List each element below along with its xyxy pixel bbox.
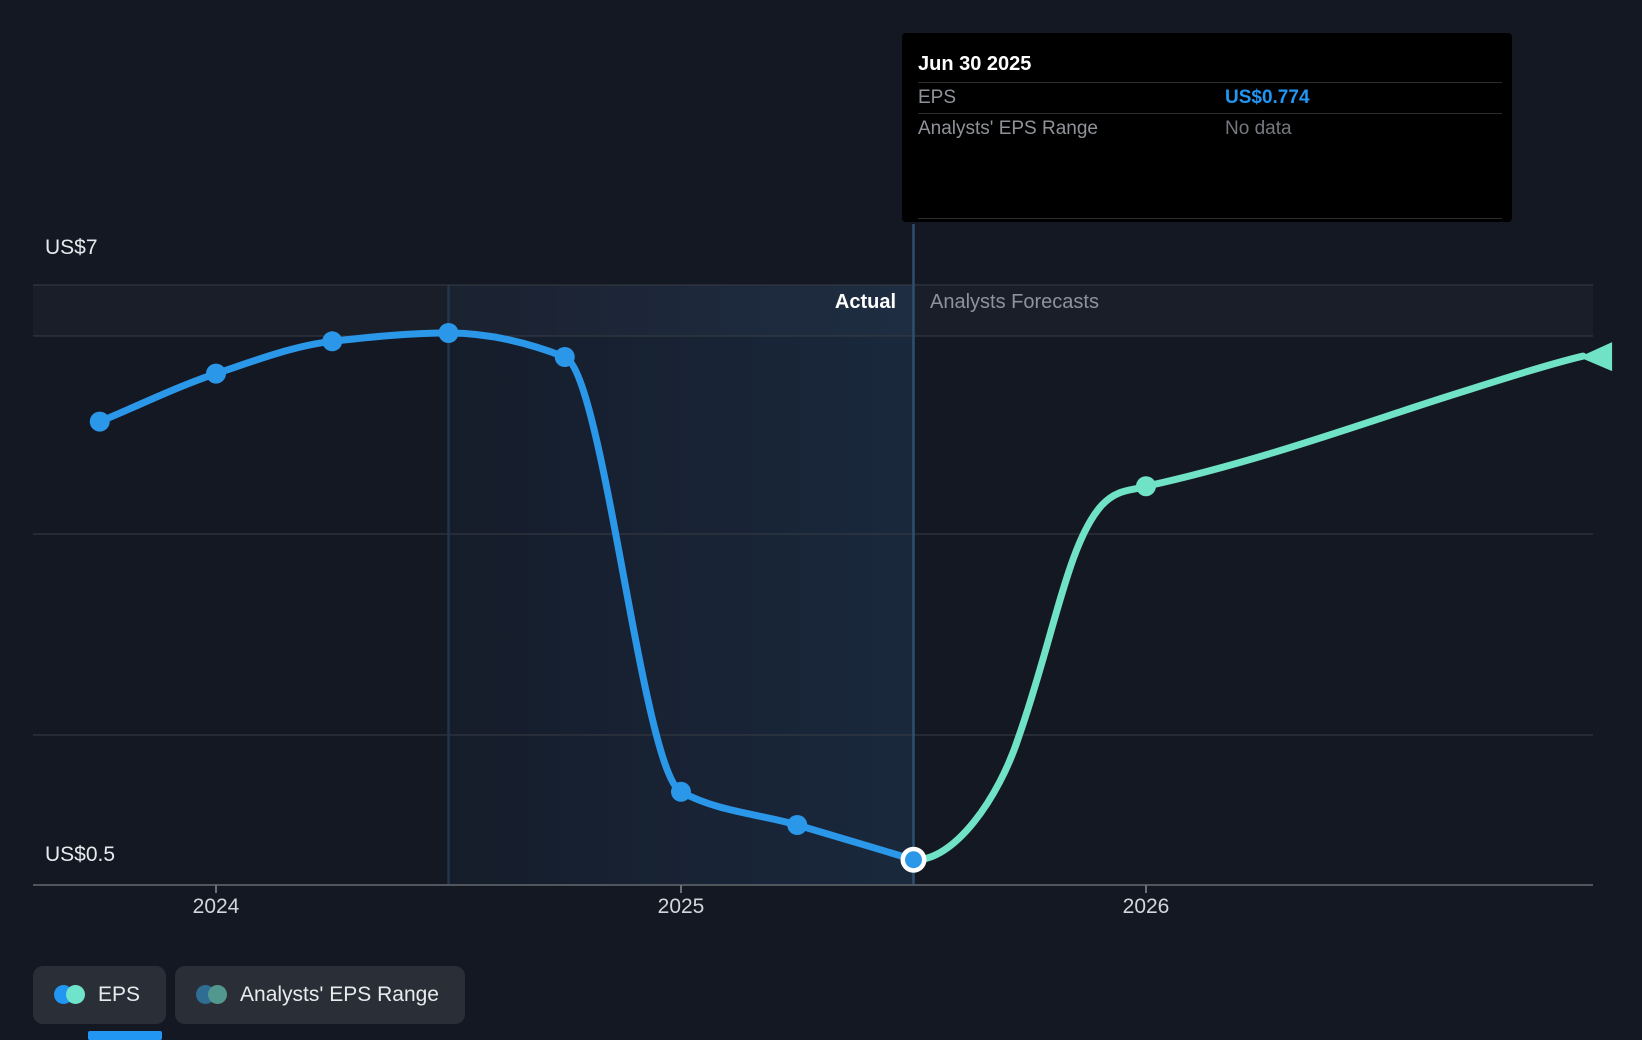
chart-legend: EPS Analysts' EPS Range: [33, 966, 465, 1024]
eps-data-point: [787, 815, 808, 835]
y-axis-label-bottom: US$0.5: [45, 843, 116, 866]
tooltip-divider: [918, 82, 1502, 83]
legend-chip-analysts-eps-range[interactable]: Analysts' EPS Range: [175, 966, 465, 1024]
eps-data-point: [671, 781, 691, 802]
range-legend-icon: [196, 985, 228, 1005]
eps-data-point: [206, 363, 226, 384]
forecast-end-arrow-icon: [1579, 342, 1613, 372]
eps-forecast-line: [910, 352, 1587, 864]
tooltip-range-value: No data: [1225, 118, 1292, 139]
tooltip-range-label: Analysts' EPS Range: [918, 118, 1098, 139]
legend-chip-eps[interactable]: EPS: [33, 966, 167, 1024]
legend-range-label: Analysts' EPS Range: [240, 983, 439, 1006]
range-teal-dot-icon: [208, 985, 228, 1004]
tooltip-eps-label: EPS: [918, 87, 957, 108]
selected-data-point-core: [905, 851, 922, 869]
eps-data-point: [89, 411, 110, 432]
tooltip-range-row: Analysts' EPS Range No data: [918, 114, 1502, 144]
x-tick-2024: 2024: [192, 895, 240, 918]
forecast-data-point: [1136, 476, 1156, 497]
y-axis-label-top: US$7: [45, 236, 98, 259]
actual-section-label: Actual: [834, 291, 896, 313]
x-tick-2025: 2025: [657, 895, 705, 918]
tooltip-eps-row: EPS US$0.774: [918, 83, 1502, 113]
x-tick-2026: 2026: [1122, 895, 1170, 918]
eps-legend-icon: [54, 985, 85, 1005]
eps-teal-dot-icon: [66, 985, 85, 1004]
forecast-section-label: Analysts Forecasts: [930, 291, 1099, 313]
tooltip-eps-value: US$0.774: [1225, 87, 1310, 108]
tooltip-bottom-divider: [918, 218, 1502, 219]
chart-tooltip: Jun 30 2025 EPS US$0.774 Analysts' EPS R…: [902, 33, 1512, 222]
legend-eps-label: EPS: [98, 983, 141, 1006]
eps-data-point: [554, 347, 575, 367]
tooltip-date: Jun 30 2025: [918, 53, 1032, 75]
eps-data-point: [438, 323, 459, 343]
tooltip-divider: [918, 113, 1502, 114]
bottom-accent-bar: [88, 1031, 162, 1040]
eps-data-point: [322, 331, 343, 352]
